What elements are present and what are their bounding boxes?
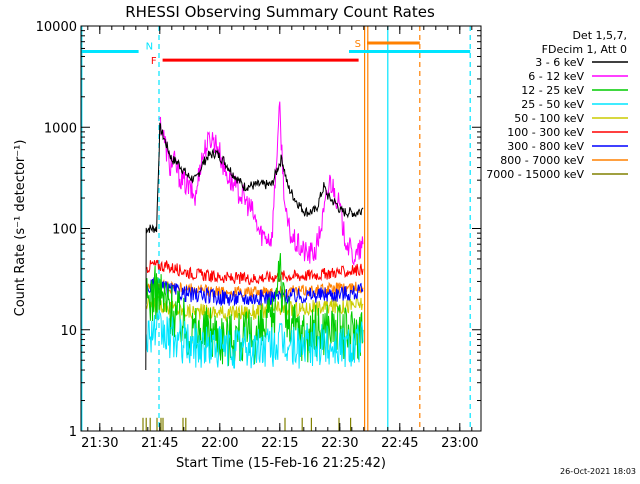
flag-s: S xyxy=(355,39,420,50)
x-axis-label: Start Time (15-Feb-16 21:25:42) xyxy=(176,456,386,471)
legend-entry-label: 300 - 800 keV xyxy=(507,140,584,153)
flag-f-label: F xyxy=(151,56,157,67)
x-tick-label: 21:45 xyxy=(141,436,178,451)
series-25-50-kev xyxy=(145,309,364,369)
series-layer xyxy=(142,101,364,431)
y-tick-label: 10000 xyxy=(36,20,77,35)
x-tick-label: 22:45 xyxy=(381,436,418,451)
time-markers xyxy=(81,26,471,431)
y-axis-label: Count Rate (s⁻¹ detector⁻¹) xyxy=(13,140,28,317)
x-tick-label: 22:15 xyxy=(261,436,298,451)
series-3-6-kev xyxy=(145,122,364,371)
y-tick-label: 1000 xyxy=(44,121,77,136)
series-7000-15000-kev xyxy=(142,417,352,431)
legend-header: FDecim 1, Att 0 xyxy=(542,43,627,56)
flag-s-label: S xyxy=(355,39,361,50)
legend-entry-label: 100 - 300 keV xyxy=(507,126,584,139)
axes: 21:30 21:45 22:00 22:15 22:30 22:45 23:00 1 10 10… xyxy=(36,20,481,451)
flag-n-label: N xyxy=(146,41,153,52)
chart-title: RHESSI Observing Summary Count Rates xyxy=(125,3,435,21)
y-tick-label: 100 xyxy=(52,223,77,238)
legend-entry-label: 800 - 7000 keV xyxy=(500,154,584,167)
legend-entry-label: 6 - 12 keV xyxy=(528,70,584,83)
x-tick-label: 21:30 xyxy=(81,436,118,451)
flag-f: F xyxy=(151,56,359,67)
legend-entry-label: 12 - 25 keV xyxy=(521,84,584,97)
footer-date: 26-Oct-2021 18:03 xyxy=(560,467,636,476)
legend-entry-label: 25 - 50 keV xyxy=(521,98,584,111)
plot-frame xyxy=(80,25,482,432)
series-12-25-kev xyxy=(145,253,364,366)
series-6-12-kev xyxy=(159,101,364,266)
flag-bars: NF S xyxy=(81,39,471,67)
x-tick-label: 22:00 xyxy=(201,436,238,451)
series-300-800-kev xyxy=(145,276,364,307)
x-tick-label: 22:30 xyxy=(321,436,358,451)
legend-entry-label: 3 - 6 keV xyxy=(535,56,584,69)
x-tick-label: 23:00 xyxy=(441,436,478,451)
legend-header: Det 1,5,7, xyxy=(572,29,627,42)
legend-entry-label: 7000 - 15000 keV xyxy=(486,168,584,181)
legend-entry-label: 50 - 100 keV xyxy=(514,112,584,125)
y-tick-label: 10 xyxy=(60,324,77,339)
y-tick-label: 1 xyxy=(69,425,77,440)
flag-n: N xyxy=(81,41,471,53)
series-100-300-kev xyxy=(145,259,364,285)
